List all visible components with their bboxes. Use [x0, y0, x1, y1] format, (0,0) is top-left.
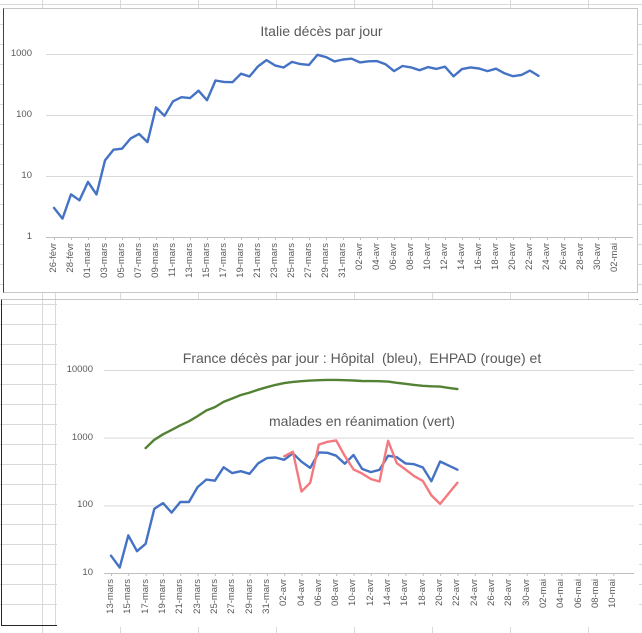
x-tick-label: 27-mars [226, 579, 238, 614]
x-tick-label: 30-avr [592, 243, 603, 270]
y-tick-label: 10000 [66, 363, 93, 375]
x-tick-label: 26-févr [48, 243, 59, 273]
x-tick-label: 13-mars [105, 579, 116, 614]
series-line-italie-d-c-s-par-jour [52, 53, 540, 220]
x-tick-label: 08-avr [330, 579, 342, 606]
italy-chart-title: Italie décès par jour [260, 23, 383, 39]
x-tick-label: 31-mars [260, 579, 272, 614]
x-tick-label: 04-avr [295, 579, 307, 606]
x-tick-label: 10-avr [422, 243, 433, 270]
y-tick-label: 1000 [10, 48, 32, 59]
x-tick-label: 27-mars [303, 243, 314, 278]
x-tick-label: 03-mars [99, 243, 110, 278]
x-tick-label: 18-avr [490, 243, 501, 270]
x-tick-label: 10-avr [347, 579, 359, 606]
x-tick-label: 23-mars [269, 243, 280, 278]
x-tick-label: 19-mars [156, 579, 168, 614]
x-tick-label: 29-mars [243, 579, 255, 614]
x-tick-label: 25-mars [208, 579, 220, 614]
x-tick-label: 20-avr [507, 243, 518, 270]
x-tick-label: 12-avr [364, 579, 376, 606]
x-tick-label: 05-mars [116, 243, 127, 278]
x-tick-label: 12-avr [439, 243, 450, 270]
x-tick-label: 22-avr [524, 243, 535, 270]
x-tick-label: 10-mai [607, 579, 619, 609]
france-plot-area [104, 369, 634, 576]
x-tick-label: 13-mars [184, 243, 195, 278]
x-tick-label: 15-mars [201, 243, 212, 278]
x-tick-label: 28-avr [503, 579, 515, 606]
x-tick-label: 06-mai [572, 579, 584, 609]
x-tick-label: 08-avr [405, 243, 416, 270]
france-chart-title-line1: France décès par jour : Hôpital (bleu), … [182, 350, 542, 366]
x-tick-label: 28-avr [575, 243, 586, 270]
france-chart-title: France décès par jour : Hôpital (bleu), … [97, 306, 627, 474]
x-tick-label: 01-mars [82, 243, 93, 278]
x-tick-label: 02-mai [538, 579, 549, 609]
x-tick-label: 06-avr [312, 579, 324, 606]
x-tick-label: 22-avr [451, 579, 463, 606]
x-tick-label: 26-avr [558, 243, 569, 270]
x-tick-label: 31-mars [337, 243, 348, 278]
sheet-column-gridline [55, 293, 56, 626]
x-tick-label: 15-mars [122, 579, 134, 614]
series-line-ehpad-rouge- [283, 439, 459, 506]
y-tick-label: 1 [26, 231, 32, 242]
x-tick-label: 07-mars [133, 243, 144, 278]
x-tick-label: 09-mars [150, 243, 161, 278]
x-tick-label: 04-avr [371, 243, 382, 270]
series-line-malades-en-r-animation-vert- [144, 378, 459, 450]
france-chart-title-line2: malades en réanimation (vert) [269, 413, 455, 429]
series-line-h-pital-bleu- [109, 451, 459, 569]
france-deaths-chart: France décès par jour : Hôpital (bleu), … [1, 299, 639, 627]
x-tick-label: 11-mars [167, 243, 178, 278]
x-tick-label: 24-avr [468, 579, 480, 606]
x-tick-label: 06-avr [388, 243, 399, 270]
italy-plot-area [46, 53, 633, 240]
y-tick-label: 100 [16, 109, 32, 120]
x-tick-label: 08-mai [589, 579, 601, 609]
y-tick-label: 10 [21, 170, 32, 181]
x-tick-label: 26-avr [486, 579, 498, 606]
x-tick-label: 02-mai [609, 243, 620, 273]
x-tick-label: 19-mars [235, 243, 246, 278]
y-tick-label: 100 [77, 499, 93, 511]
x-tick-label: 28-févr [65, 243, 76, 273]
x-tick-label: 21-mars [252, 243, 263, 278]
x-tick-label: 04-mai [555, 579, 567, 609]
x-tick-label: 23-mars [191, 579, 203, 614]
x-tick-label: 29-mars [320, 243, 331, 278]
x-tick-label: 14-avr [456, 243, 467, 270]
x-tick-label: 02-avr [354, 243, 365, 270]
x-tick-label: 14-avr [382, 579, 394, 606]
x-tick-label: 24-avr [541, 243, 552, 270]
x-tick-label: 02-avr [278, 579, 290, 606]
x-tick-label: 20-avr [434, 579, 446, 606]
x-tick-label: 16-avr [473, 243, 484, 270]
italy-deaths-chart: Italie décès par jour 26-févr 28-févr 01-m… [3, 8, 638, 293]
x-tick-label: 25-mars [286, 243, 297, 278]
x-tick-label: 18-avr [416, 579, 428, 606]
plot-background [57, 300, 639, 627]
y-tick-label: 1000 [71, 431, 93, 443]
y-tick-label: 10 [82, 567, 93, 578]
x-tick-label: 16-avr [399, 579, 411, 606]
x-tick-label: 21-mars [174, 579, 186, 614]
x-tick-label: 30-avr [520, 579, 532, 606]
x-tick-label: 17-mars [139, 579, 151, 614]
x-tick-label: 17-mars [218, 243, 229, 278]
